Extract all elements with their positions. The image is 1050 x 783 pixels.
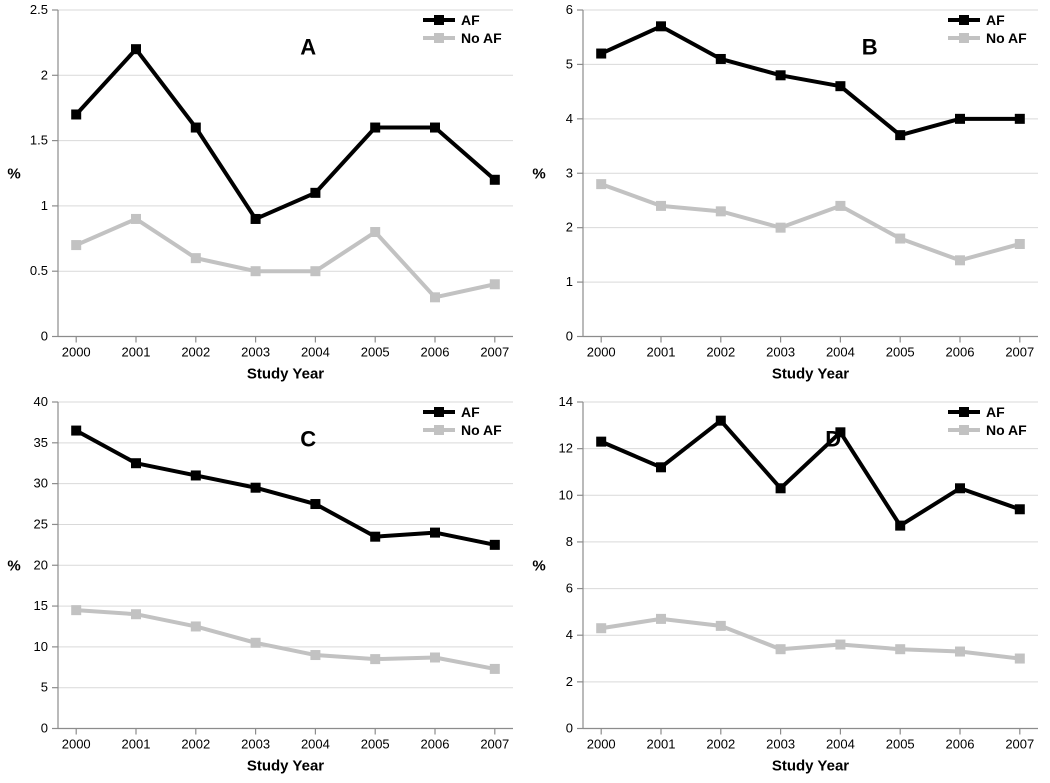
svg-text:%: % [7,165,20,182]
svg-text:2005: 2005 [886,736,915,751]
svg-text:No AF: No AF [986,422,1027,438]
svg-text:Study Year: Study Year [247,757,324,774]
svg-text:4: 4 [566,111,573,126]
panel-b: 0 1 2 3 4 5 6 2000 2001 2002 2003 2004 2005 2006 2007 S… [525,0,1050,392]
svg-text:2006: 2006 [946,736,975,751]
svg-text:0: 0 [41,720,48,735]
svg-text:2001: 2001 [647,345,676,360]
svg-text:0: 0 [566,329,573,344]
svg-text:8: 8 [566,533,573,548]
svg-text:2007: 2007 [480,736,509,751]
chart-panel-b: 0 1 2 3 4 5 6 2000 2001 2002 2003 2004 2005 2006 2007 S… [525,0,1050,392]
panel-a: 0 0.5 1 1.5 2 2.5 2000 2001 2002 2003 2004 2005 2006… [0,0,525,392]
svg-text:5: 5 [566,56,573,71]
svg-text:No AF: No AF [986,30,1027,46]
svg-text:1: 1 [566,274,573,289]
svg-text:2001: 2001 [122,736,151,751]
svg-text:A: A [300,35,316,60]
svg-text:%: % [532,557,545,574]
svg-text:2003: 2003 [241,736,270,751]
svg-text:%: % [7,557,20,574]
svg-text:3: 3 [566,165,573,180]
svg-text:15: 15 [34,598,48,613]
svg-text:0: 0 [566,720,573,735]
svg-text:2.5: 2.5 [30,2,48,17]
svg-text:2007: 2007 [1005,736,1034,751]
svg-text:2000: 2000 [62,345,91,360]
svg-text:25: 25 [34,516,48,531]
svg-text:2004: 2004 [301,345,330,360]
svg-text:2007: 2007 [480,345,509,360]
svg-text:14: 14 [559,394,573,409]
svg-text:2000: 2000 [587,345,616,360]
svg-text:2005: 2005 [886,345,915,360]
svg-text:AF: AF [461,12,480,28]
svg-text:2: 2 [566,673,573,688]
svg-text:2000: 2000 [587,736,616,751]
svg-text:10: 10 [34,638,48,653]
svg-text:2005: 2005 [361,345,390,360]
svg-text:2001: 2001 [122,345,151,360]
chart-panel-a: 0 0.5 1 1.5 2 2.5 2000 2001 2002 2003 2004 2005 2006… [0,0,525,392]
svg-text:6: 6 [566,2,573,17]
svg-text:2002: 2002 [181,736,210,751]
chart-grid: 00.511.522.52000200120022003200420052006… [0,0,1050,783]
svg-text:4: 4 [566,627,573,642]
svg-text:2003: 2003 [241,345,270,360]
svg-text:Study Year: Study Year [772,366,849,383]
svg-text:2002: 2002 [181,345,210,360]
svg-text:C: C [300,426,316,451]
svg-text:1: 1 [41,198,48,213]
svg-text:2004: 2004 [826,345,855,360]
svg-text:2007: 2007 [1005,345,1034,360]
svg-text:5: 5 [41,679,48,694]
svg-text:20: 20 [34,557,48,572]
svg-text:1.5: 1.5 [30,133,48,148]
svg-text:2002: 2002 [706,736,735,751]
svg-text:2: 2 [566,220,573,235]
panel-c: 0 5 10 15 20 25 30 35 40 2000 2001 2002 2003 2004 2005… [0,392,525,783]
svg-text:6: 6 [566,580,573,595]
svg-text:AF: AF [986,12,1005,28]
svg-text:AF: AF [986,404,1005,420]
chart-panel-d: 0 2 4 6 8 10 12 14 2000 2001 2002 2003 2004 2005 2006 2… [525,392,1050,783]
svg-text:2006: 2006 [946,345,975,360]
svg-text:0: 0 [41,329,48,344]
svg-text:2000: 2000 [62,736,91,751]
svg-text:Study Year: Study Year [772,757,849,774]
svg-text:2002: 2002 [706,345,735,360]
svg-text:B: B [862,35,878,60]
svg-text:AF: AF [461,404,480,420]
svg-text:No AF: No AF [461,30,502,46]
svg-text:35: 35 [34,434,48,449]
svg-text:2004: 2004 [301,736,330,751]
svg-text:2003: 2003 [766,345,795,360]
chart-panel-c: 0 5 10 15 20 25 30 35 40 2000 2001 2002 2003 2004 2005… [0,392,525,783]
svg-text:2006: 2006 [421,345,450,360]
panel-d: 0 2 4 6 8 10 12 14 2000 2001 2002 2003 2004 2005 2006 2… [525,392,1050,783]
svg-text:30: 30 [34,475,48,490]
svg-text:2001: 2001 [647,736,676,751]
svg-text:2005: 2005 [361,736,390,751]
svg-text:No AF: No AF [461,422,502,438]
svg-text:2004: 2004 [826,736,855,751]
svg-text:40: 40 [34,394,48,409]
svg-text:0.5: 0.5 [30,263,48,278]
svg-text:%: % [532,165,545,182]
svg-text:2006: 2006 [421,736,450,751]
svg-text:12: 12 [559,440,573,455]
svg-text:2: 2 [41,67,48,82]
svg-text:2003: 2003 [766,736,795,751]
svg-text:Study Year: Study Year [247,366,324,383]
svg-text:10: 10 [559,487,573,502]
